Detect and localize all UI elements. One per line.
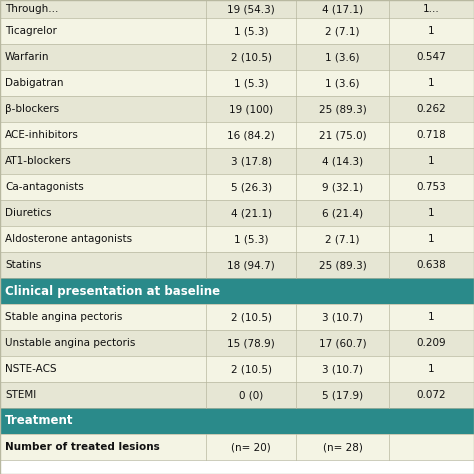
Text: 3 (10.7): 3 (10.7) xyxy=(322,364,363,374)
Text: 1 (5.3): 1 (5.3) xyxy=(234,78,268,88)
Text: 1: 1 xyxy=(428,26,435,36)
Bar xyxy=(0,434,474,460)
Text: Dabigatran: Dabigatran xyxy=(5,78,64,88)
Text: 1: 1 xyxy=(428,156,435,166)
Text: 2 (10.5): 2 (10.5) xyxy=(231,312,272,322)
Text: STEMI: STEMI xyxy=(5,390,36,400)
Bar xyxy=(0,96,474,122)
Text: Ticagrelor: Ticagrelor xyxy=(5,26,57,36)
Text: 1: 1 xyxy=(428,78,435,88)
Text: 19 (54.3): 19 (54.3) xyxy=(228,4,275,14)
Bar xyxy=(0,408,474,434)
Bar xyxy=(0,70,474,96)
Bar xyxy=(0,200,474,226)
Text: 6 (21.4): 6 (21.4) xyxy=(322,208,363,218)
Text: Stable angina pectoris: Stable angina pectoris xyxy=(5,312,122,322)
Text: (n= 28): (n= 28) xyxy=(322,442,363,452)
Bar xyxy=(0,148,474,174)
Bar xyxy=(0,382,474,408)
Bar xyxy=(0,174,474,200)
Text: 1: 1 xyxy=(428,234,435,244)
Text: 1 (3.6): 1 (3.6) xyxy=(325,52,360,62)
Bar xyxy=(0,356,474,382)
Text: 3 (10.7): 3 (10.7) xyxy=(322,312,363,322)
Text: β-blockers: β-blockers xyxy=(5,104,59,114)
Text: (n= 20): (n= 20) xyxy=(231,442,271,452)
Text: Aldosterone antagonists: Aldosterone antagonists xyxy=(5,234,132,244)
Bar xyxy=(0,304,474,330)
Text: ACE-inhibitors: ACE-inhibitors xyxy=(5,130,79,140)
Text: 21 (75.0): 21 (75.0) xyxy=(319,130,366,140)
Text: 2 (10.5): 2 (10.5) xyxy=(231,364,272,374)
Bar xyxy=(0,0,474,18)
Text: 16 (84.2): 16 (84.2) xyxy=(228,130,275,140)
Text: AT1-blockers: AT1-blockers xyxy=(5,156,72,166)
Text: Warfarin: Warfarin xyxy=(5,52,49,62)
Bar xyxy=(0,330,474,356)
Bar xyxy=(0,122,474,148)
Text: Ca-antagonists: Ca-antagonists xyxy=(5,182,84,192)
Text: 0 (0): 0 (0) xyxy=(239,390,264,400)
Text: 2 (10.5): 2 (10.5) xyxy=(231,52,272,62)
Text: 17 (60.7): 17 (60.7) xyxy=(319,338,366,348)
Text: 1 (5.3): 1 (5.3) xyxy=(234,26,268,36)
Bar xyxy=(0,44,474,70)
Text: 2 (7.1): 2 (7.1) xyxy=(325,234,360,244)
Text: 1: 1 xyxy=(428,364,435,374)
Text: Clinical presentation at baseline: Clinical presentation at baseline xyxy=(5,284,220,298)
Bar xyxy=(0,226,474,252)
Text: 4 (17.1): 4 (17.1) xyxy=(322,4,363,14)
Bar xyxy=(0,18,474,44)
Text: 5 (17.9): 5 (17.9) xyxy=(322,390,363,400)
Text: NSTE-ACS: NSTE-ACS xyxy=(5,364,56,374)
Text: Unstable angina pectoris: Unstable angina pectoris xyxy=(5,338,136,348)
Text: 9 (32.1): 9 (32.1) xyxy=(322,182,363,192)
Text: Number of treated lesions: Number of treated lesions xyxy=(5,442,160,452)
Text: 1: 1 xyxy=(428,312,435,322)
Text: 0.262: 0.262 xyxy=(417,104,446,114)
Text: 1 (3.6): 1 (3.6) xyxy=(325,78,360,88)
Text: 0.718: 0.718 xyxy=(417,130,446,140)
Text: 25 (89.3): 25 (89.3) xyxy=(319,104,366,114)
Text: 0.072: 0.072 xyxy=(417,390,446,400)
Text: 0.753: 0.753 xyxy=(417,182,446,192)
Bar xyxy=(0,278,474,304)
Text: 3 (17.8): 3 (17.8) xyxy=(231,156,272,166)
Text: 0.547: 0.547 xyxy=(417,52,446,62)
Text: 1 (5.3): 1 (5.3) xyxy=(234,234,268,244)
Text: Treatment: Treatment xyxy=(5,414,73,428)
Text: 19 (100): 19 (100) xyxy=(229,104,273,114)
Text: 15 (78.9): 15 (78.9) xyxy=(228,338,275,348)
Text: 18 (94.7): 18 (94.7) xyxy=(228,260,275,270)
Text: Through...: Through... xyxy=(5,4,58,14)
Bar xyxy=(0,252,474,278)
Text: 4 (21.1): 4 (21.1) xyxy=(231,208,272,218)
Text: 4 (14.3): 4 (14.3) xyxy=(322,156,363,166)
Text: 1...: 1... xyxy=(423,4,440,14)
Text: 0.638: 0.638 xyxy=(417,260,446,270)
Text: 5 (26.3): 5 (26.3) xyxy=(231,182,272,192)
Text: Diuretics: Diuretics xyxy=(5,208,52,218)
Text: 25 (89.3): 25 (89.3) xyxy=(319,260,366,270)
Text: Statins: Statins xyxy=(5,260,41,270)
Text: 1: 1 xyxy=(428,208,435,218)
Text: 0.209: 0.209 xyxy=(417,338,446,348)
Text: 2 (7.1): 2 (7.1) xyxy=(325,26,360,36)
